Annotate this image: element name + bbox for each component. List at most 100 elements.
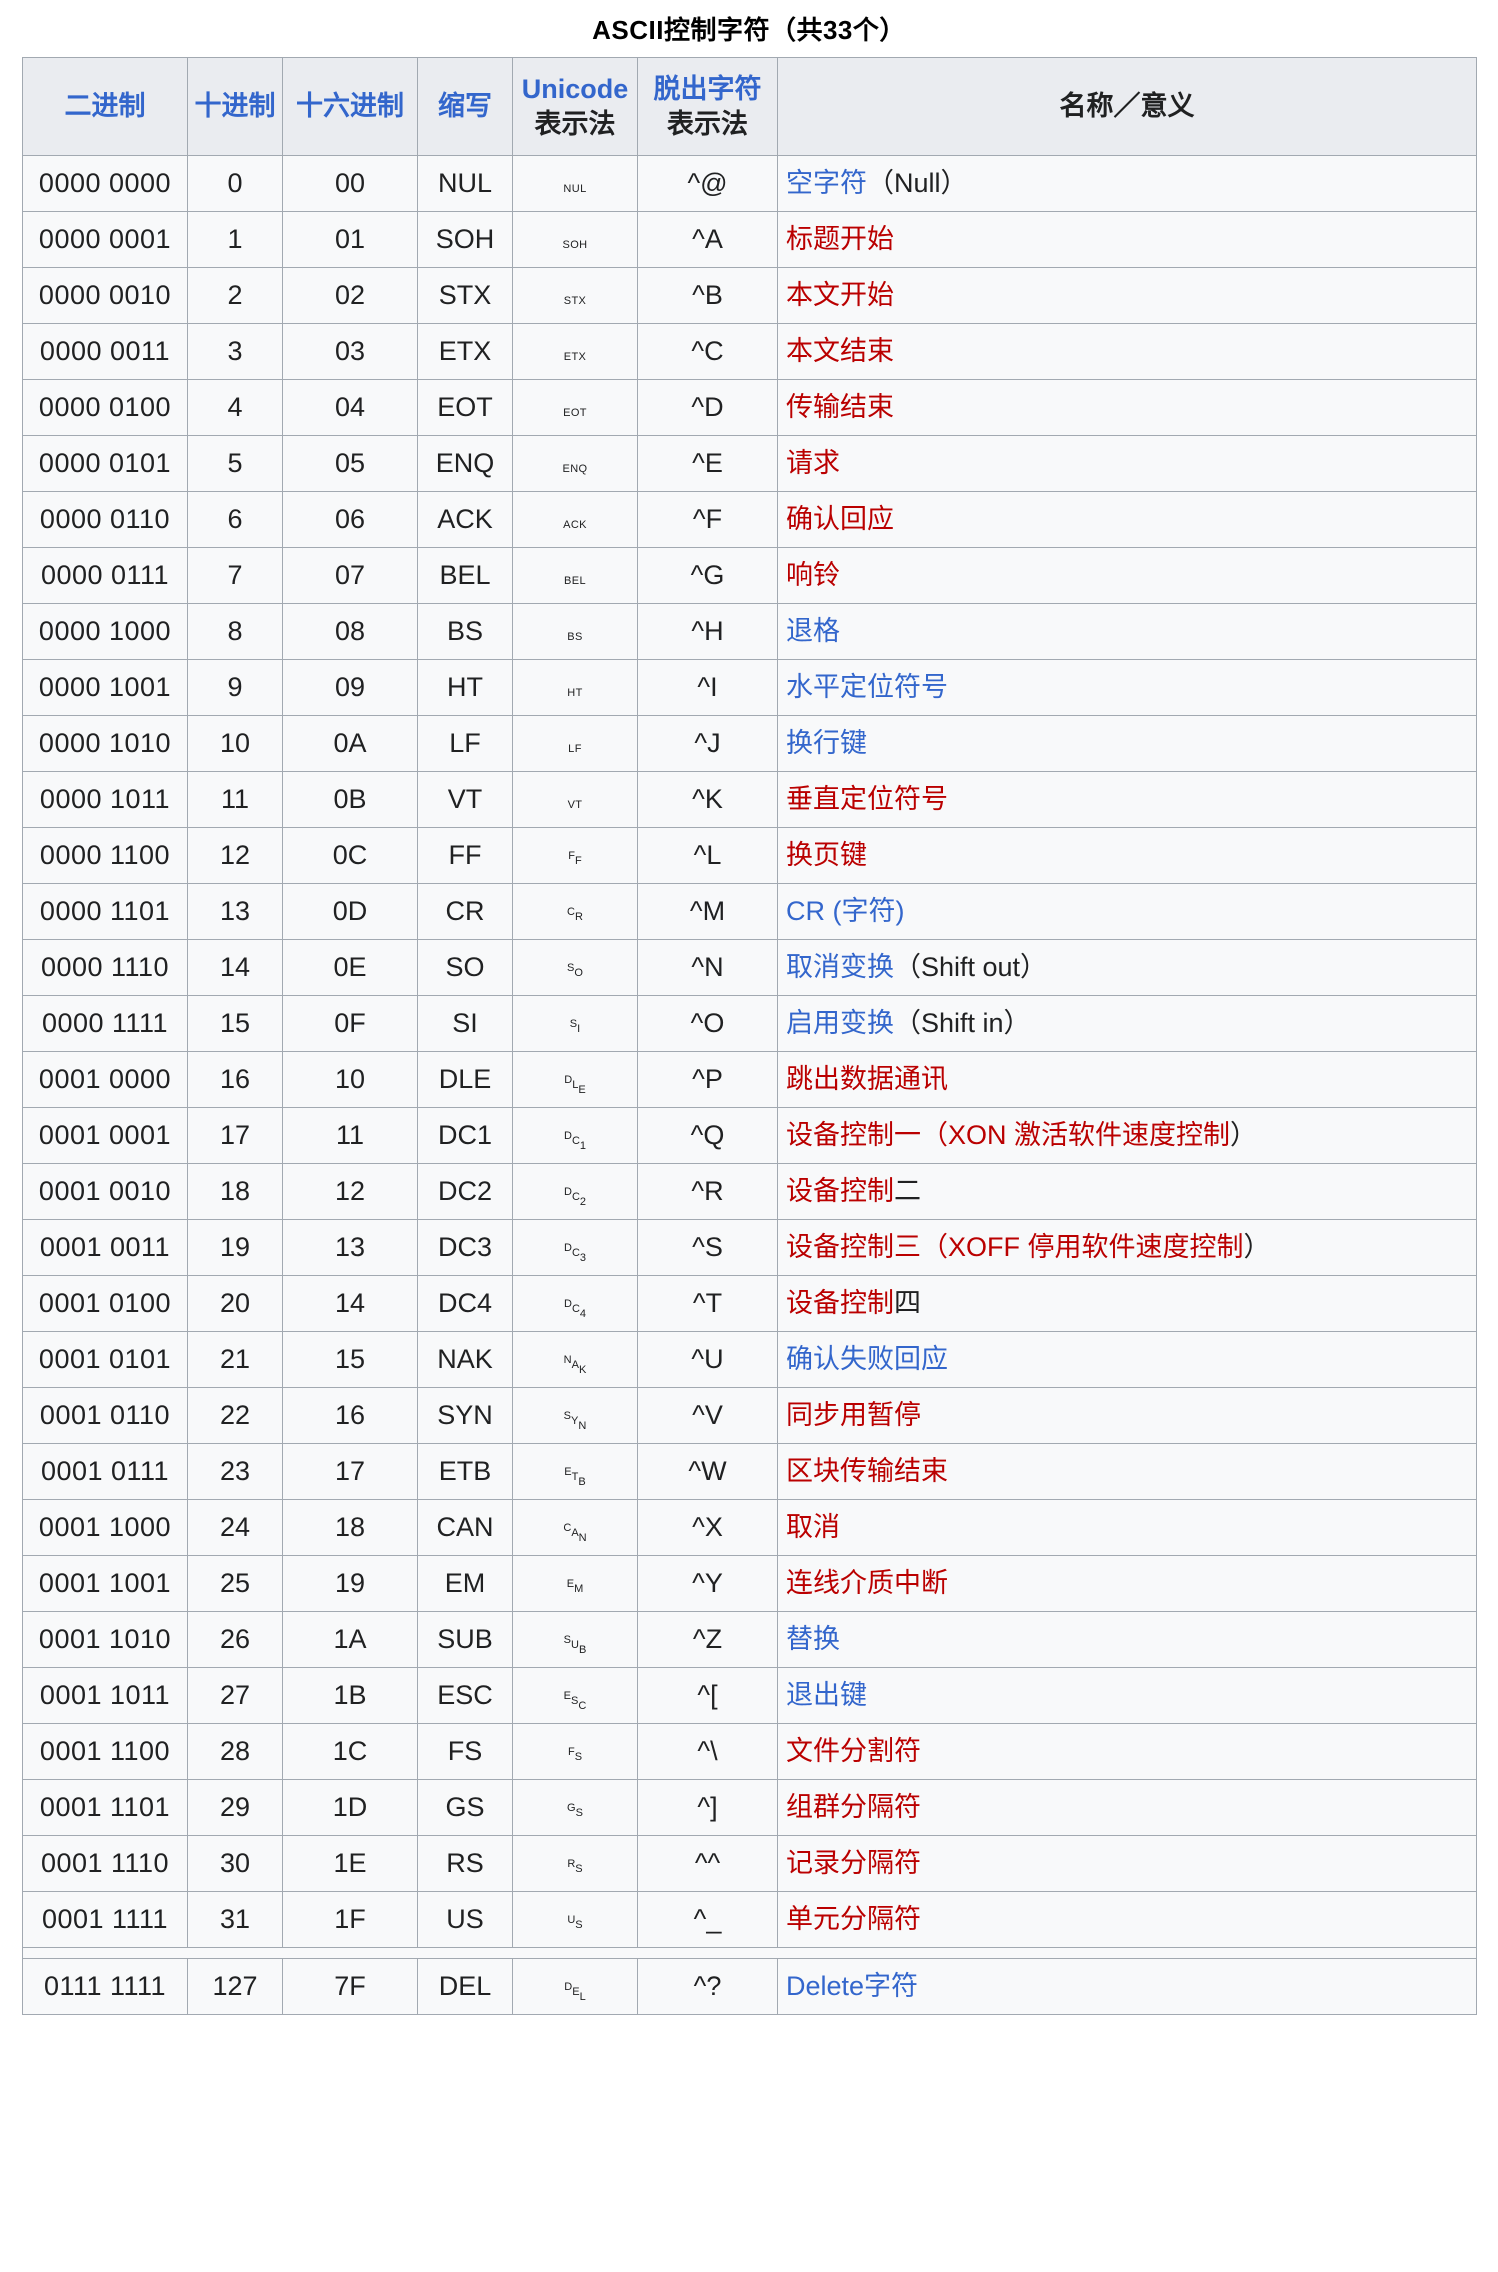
name-link[interactable]: 取消 [786, 1512, 840, 1543]
cell-decimal[interactable]: 20 [187, 1275, 283, 1333]
name-link[interactable]: 确认回应 [786, 504, 894, 535]
cell-decimal[interactable]: 27 [187, 1667, 283, 1725]
table-header: 二进制 十进制 十六进制 缩写 Unicode 表示法 脱出字符 表示法 名称／意义 [22, 56, 1477, 157]
name-link[interactable]: 设备控制三（ [786, 1232, 948, 1263]
cell-name-meaning: 退格 [777, 603, 1477, 661]
name-link[interactable]: 本文结束 [786, 336, 894, 367]
name-link[interactable]: 标题开始 [786, 224, 894, 255]
cell-unicode-representation: SOH [512, 211, 638, 269]
name-link[interactable]: 文件分割符 [786, 1736, 921, 1767]
name-link[interactable]: 退格 [786, 616, 840, 647]
name-link[interactable]: 同步用暂停 [786, 1400, 921, 1431]
cell-escape-representation: ^I [637, 659, 778, 717]
table-row: 0000 0001 1 01 SOH SOH ^A 标题开始 [22, 211, 1477, 269]
name-link[interactable]: 单元分隔符 [786, 1904, 921, 1935]
name-link[interactable]: XON 激活软件速度控制 [948, 1120, 1231, 1151]
name-link[interactable]: 水平定位符号 [786, 672, 948, 703]
cell-decimal[interactable]: 19 [187, 1219, 283, 1277]
column-header-label[interactable]: 十进制 [194, 91, 276, 122]
cell-unicode-representation: RS [512, 1835, 638, 1893]
cell-decimal[interactable]: 14 [187, 939, 283, 997]
cell-decimal[interactable]: 29 [187, 1779, 283, 1837]
cell-abbreviation: FF [417, 827, 513, 885]
cell-hexadecimal: 11 [282, 1107, 418, 1165]
name-link[interactable]: CR (字符) [786, 896, 905, 927]
name-link[interactable]: 垂直定位符号 [786, 784, 948, 815]
name-link[interactable]: 传输结束 [786, 392, 894, 423]
name-link[interactable]: XOFF 停用软件速度控制 [948, 1232, 1244, 1263]
cell-decimal[interactable]: 15 [187, 995, 283, 1053]
column-header-label[interactable]: 二进制 [64, 91, 146, 122]
cell-decimal[interactable]: 1 [187, 211, 283, 269]
name-link[interactable]: 本文开始 [786, 280, 894, 311]
cell-binary: 0001 1101 [22, 1779, 188, 1837]
name-link[interactable]: 启用变换 [786, 1008, 894, 1039]
cell-decimal[interactable]: 30 [187, 1835, 283, 1893]
cell-unicode-representation: FF [512, 827, 638, 885]
name-link[interactable]: 空字符 [786, 168, 867, 199]
name-link[interactable]: 区块传输结束 [786, 1456, 948, 1487]
cell-decimal[interactable]: 8 [187, 603, 283, 661]
name-link[interactable]: 跳出数据通讯 [786, 1064, 948, 1095]
name-link[interactable]: 换行键 [786, 728, 867, 759]
column-header-label[interactable]: 十六进制 [296, 91, 404, 122]
table-row: 0001 1110 30 1E RS RS ^^ 记录分隔符 [22, 1835, 1477, 1893]
cell-decimal[interactable]: 13 [187, 883, 283, 941]
name-link[interactable]: 换页键 [786, 840, 867, 871]
column-header-label[interactable]: 缩写 [438, 91, 492, 122]
cell-hexadecimal: 02 [282, 267, 418, 325]
cell-decimal[interactable]: 2 [187, 267, 283, 325]
cell-decimal[interactable]: 4 [187, 379, 283, 437]
cell-abbreviation: DEL [417, 1958, 513, 2016]
name-link[interactable]: 取消变换 [786, 952, 894, 983]
cell-abbreviation: LF [417, 715, 513, 773]
cell-decimal[interactable]: 7 [187, 547, 283, 605]
cell-decimal[interactable]: 21 [187, 1331, 283, 1389]
column-header-link[interactable]: 脱出字符 [653, 74, 762, 104]
cell-decimal[interactable]: 25 [187, 1555, 283, 1613]
cell-decimal[interactable]: 5 [187, 435, 283, 493]
name-link[interactable]: 记录分隔符 [786, 1848, 921, 1879]
cell-decimal[interactable]: 9 [187, 659, 283, 717]
name-link[interactable]: 连线介质中断 [786, 1568, 948, 1599]
cell-name-meaning: 本文结束 [777, 323, 1477, 381]
control-picture-glyph: NAK [563, 1354, 587, 1377]
cell-decimal[interactable]: 22 [187, 1387, 283, 1445]
cell-decimal[interactable]: 0 [187, 155, 283, 213]
cell-decimal[interactable]: 23 [187, 1443, 283, 1501]
cell-decimal[interactable]: 26 [187, 1611, 283, 1669]
cell-decimal[interactable]: 10 [187, 715, 283, 773]
cell-hexadecimal: 14 [282, 1275, 418, 1333]
name-link[interactable]: 请求 [786, 448, 840, 479]
name-link[interactable]: 响铃 [786, 560, 840, 591]
cell-decimal[interactable]: 28 [187, 1723, 283, 1781]
cell-decimal[interactable]: 31 [187, 1891, 283, 1949]
control-picture-glyph: SYN [563, 1410, 587, 1433]
name-link[interactable]: 设备控制 [786, 1176, 894, 1207]
cell-decimal[interactable]: 17 [187, 1107, 283, 1165]
control-picture-glyph: CAN [563, 1522, 587, 1545]
control-picture-glyph: DLE [564, 1074, 586, 1097]
name-link[interactable]: 设备控制 [786, 1288, 894, 1319]
cell-decimal[interactable]: 18 [187, 1163, 283, 1221]
cell-decimal[interactable]: 3 [187, 323, 283, 381]
cell-decimal[interactable]: 127 [187, 1958, 283, 2016]
cell-unicode-representation: NAK [512, 1331, 638, 1389]
name-link[interactable]: 设备控制一（ [786, 1120, 948, 1151]
cell-name-meaning: 取消 [777, 1499, 1477, 1557]
name-link[interactable]: 确认失败回应 [786, 1344, 948, 1375]
cell-decimal[interactable]: 24 [187, 1499, 283, 1557]
cell-name-meaning: 设备控制三（XOFF 停用软件速度控制） [777, 1219, 1477, 1277]
name-link[interactable]: 替换 [786, 1624, 840, 1655]
cell-decimal[interactable]: 12 [187, 827, 283, 885]
cell-decimal[interactable]: 16 [187, 1051, 283, 1109]
column-header-link[interactable]: Unicode [521, 74, 629, 104]
cell-decimal[interactable]: 11 [187, 771, 283, 829]
name-link[interactable]: 组群分隔符 [786, 1792, 921, 1823]
cell-abbreviation: SOH [417, 211, 513, 269]
table-row: 0000 0011 3 03 ETX ETX ^C 本文结束 [22, 323, 1477, 381]
cell-decimal[interactable]: 6 [187, 491, 283, 549]
name-link[interactable]: Delete字符 [786, 1971, 919, 2002]
cell-binary: 0001 0010 [22, 1163, 188, 1221]
name-link[interactable]: 退出键 [786, 1680, 867, 1711]
